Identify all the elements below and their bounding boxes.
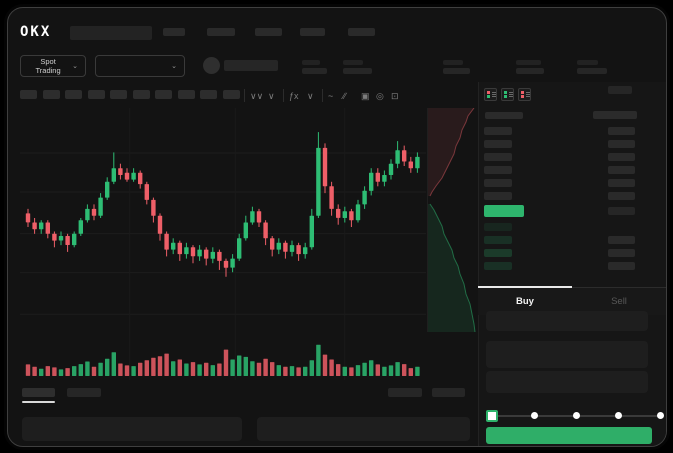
app-window: OKX Spot Trading ⌄ ⌄ Buy Sell xyxy=(7,7,667,447)
price-field[interactable] xyxy=(486,311,648,331)
timeframe-button-5[interactable] xyxy=(110,90,127,99)
market-type-label: Spot Trading xyxy=(35,57,61,75)
chevron-down-icon: ⌄ xyxy=(72,63,78,70)
orderbook-price-header xyxy=(485,112,523,119)
tab-sell[interactable]: Sell xyxy=(611,296,627,307)
market-type-dropdown[interactable]: Spot Trading ⌄ xyxy=(20,55,86,77)
chart-type-icon[interactable]: ∨ xyxy=(268,91,275,101)
settings-icon[interactable]: ◎ xyxy=(376,91,384,101)
okx-logo: OKX xyxy=(20,24,52,40)
total-field[interactable] xyxy=(486,371,648,393)
trend-line-icon[interactable]: ~ xyxy=(328,91,334,101)
nav-item-5[interactable] xyxy=(348,28,375,36)
parallel-channel-icon[interactable]: ∕∕ xyxy=(343,91,347,101)
slider-stop-25pct[interactable] xyxy=(531,412,538,419)
bottom-panel-right xyxy=(257,417,470,441)
trade-tabs: Buy Sell xyxy=(478,286,666,315)
last-price-amount-placeholder xyxy=(608,207,635,215)
tab-buy[interactable]: Buy xyxy=(478,286,572,315)
bids-book-view-icon[interactable] xyxy=(501,88,514,101)
timeframe-button-3[interactable] xyxy=(65,90,82,99)
chart-interval-icon[interactable]: ∨∨ xyxy=(250,91,264,101)
timeframe-button-6[interactable] xyxy=(133,90,150,99)
nav-item-2[interactable] xyxy=(207,28,235,36)
bottom-action-placeholder-1[interactable] xyxy=(388,388,422,397)
last-price-badge[interactable] xyxy=(484,205,524,217)
pair-name-placeholder xyxy=(224,60,278,71)
asks-book-view-icon[interactable] xyxy=(518,88,531,101)
indicators-icon[interactable]: ƒx xyxy=(289,91,299,101)
combined-book-view-icon[interactable] xyxy=(484,88,497,101)
pair-dropdown[interactable]: ⌄ xyxy=(95,55,185,77)
timeframe-button-7[interactable] xyxy=(155,90,172,99)
pair-avatar xyxy=(203,57,220,74)
nav-item-4[interactable] xyxy=(300,28,325,36)
precision-dropdown[interactable] xyxy=(608,86,632,94)
timeframe-button-4[interactable] xyxy=(88,90,105,99)
search-input[interactable] xyxy=(70,26,152,40)
slider-stop-50pct[interactable] xyxy=(573,412,580,419)
slider-stop-100pct[interactable] xyxy=(657,412,664,419)
timeframe-button-1[interactable] xyxy=(20,90,37,99)
fullscreen-icon[interactable]: ⊡ xyxy=(391,91,399,101)
depth-chart[interactable] xyxy=(427,108,479,332)
timeframe-button-10[interactable] xyxy=(223,90,240,99)
indicators-expand-icon[interactable]: ∨ xyxy=(307,91,314,101)
bottom-tab-order-history[interactable] xyxy=(67,388,101,397)
bottom-action-placeholder-2[interactable] xyxy=(432,388,465,397)
bottom-panel-left xyxy=(22,417,242,441)
price-chart[interactable] xyxy=(20,108,426,380)
slider-stop-0pct[interactable] xyxy=(486,410,498,422)
orderbook-amount-header xyxy=(593,111,637,119)
slider-stop-75pct[interactable] xyxy=(615,412,622,419)
amount-field[interactable] xyxy=(486,341,648,368)
buy-submit-button[interactable] xyxy=(486,427,652,444)
timeframe-button-8[interactable] xyxy=(178,90,195,99)
nav-item-3[interactable] xyxy=(255,28,282,36)
bottom-tab-active-underline xyxy=(22,401,55,403)
timeframe-button-9[interactable] xyxy=(200,90,217,99)
camera-icon[interactable]: ▣ xyxy=(361,91,370,101)
chevron-down-icon: ⌄ xyxy=(171,63,177,70)
bottom-tab-open-orders[interactable] xyxy=(22,388,55,397)
nav-item-1[interactable] xyxy=(163,28,185,36)
timeframe-button-2[interactable] xyxy=(43,90,60,99)
